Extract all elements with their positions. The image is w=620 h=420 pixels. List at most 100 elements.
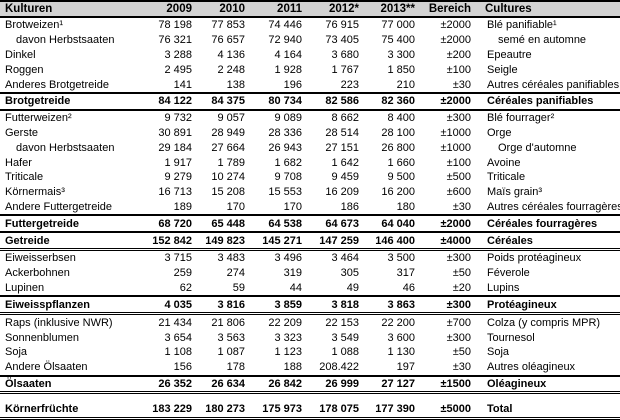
bereich-cell: ±1000: [440, 141, 471, 154]
row-label-fr: Total: [480, 401, 620, 420]
table-row: Lupinen 62 59 44 49 46 ±20 Lupins: [0, 281, 620, 297]
row-label-fr: Autres oléagineux: [487, 361, 576, 374]
column-header-kulturen: Kulturen: [0, 0, 148, 18]
value-cell-2012: 1 767: [331, 63, 359, 76]
value-cell-2009: 29 184: [158, 141, 192, 154]
row-label-de: Andere Futtergetreide: [5, 200, 113, 213]
bereich-cell: ±30: [452, 200, 471, 213]
value-cell-2011: 26 842: [254, 374, 311, 395]
value-cell-2013: 1 130: [387, 346, 415, 359]
value-cell-2011: 9 708: [274, 171, 302, 184]
value-cell-2011: 175 973: [254, 401, 311, 420]
table-row: Anderes Brotgetreide 141 138 196 223 210 ±30 Au…: [0, 77, 620, 93]
table-row: Sonnenblumen 3 654 3 563 3 323 3 549 3 600 ±30…: [0, 330, 620, 345]
value-cell-2011: 4 164: [274, 48, 302, 61]
bereich-cell: ±50: [452, 346, 471, 359]
value-cell-2012: 3 464: [331, 252, 359, 265]
row-label-fr: Autres céréales panifiables: [487, 78, 620, 91]
value-cell-2012: 3 549: [331, 331, 359, 344]
value-cell-2011: 22 209: [268, 316, 302, 329]
bereich-cell: ±30: [452, 78, 471, 91]
value-cell-2012: 305: [340, 267, 359, 280]
value-cell-2009: 16 713: [158, 186, 192, 199]
table-row: Dinkel 3 288 4 136 4 164 3 680 3 300 ±200 Epeau…: [0, 48, 620, 63]
row-label-fr: Oléagineux: [480, 374, 620, 395]
value-cell-2013: 82 360: [368, 91, 424, 111]
value-cell-2010: 3 483: [217, 252, 245, 265]
row-label-de: Gerste: [5, 126, 39, 139]
value-cell-2011: 1 682: [274, 156, 302, 169]
value-cell-2009: 2 495: [164, 63, 192, 76]
column-header-2009: 2009: [148, 0, 201, 18]
value-cell-2009: 62: [179, 282, 192, 295]
value-cell-2011: 196: [283, 78, 302, 91]
row-label-fr: Orge d'automne: [498, 141, 577, 154]
value-cell-2009: 4 035: [148, 295, 201, 316]
table-row: Andere Ölsaaten 156 178 188 208.422 197 ±30 Aut…: [0, 360, 620, 376]
value-cell-2010: 9 057: [217, 112, 245, 125]
value-cell-2010: 15 208: [211, 186, 245, 199]
value-cell-2011: 15 553: [268, 186, 302, 199]
bereich-cell: ±20: [452, 282, 471, 295]
value-cell-2013: 317: [396, 267, 415, 280]
bereich-cell: ±5000: [424, 401, 480, 420]
bereich-cell: ±100: [446, 63, 471, 76]
row-label-de: Dinkel: [5, 48, 36, 61]
row-label-fr: Colza (y compris MPR): [487, 316, 601, 329]
value-cell-2012: 27 151: [325, 141, 359, 154]
value-cell-2013: 75 400: [381, 34, 415, 47]
value-cell-2011: 145 271: [254, 231, 311, 252]
value-cell-2011: 80 734: [254, 91, 311, 111]
value-cell-2011: 44: [289, 282, 302, 295]
value-cell-2012: 64 673: [311, 214, 368, 233]
value-cell-2009: 21 434: [158, 316, 192, 329]
bereich-cell: ±2000: [440, 19, 471, 32]
value-cell-2013: 26 800: [381, 141, 415, 154]
value-cell-2010: 21 806: [211, 316, 245, 329]
value-cell-2009: 26 352: [148, 374, 201, 395]
value-cell-2009: 183 229: [148, 401, 201, 420]
value-cell-2013: 177 390: [368, 401, 424, 420]
row-label-de: Futterweizen²: [5, 112, 72, 125]
table-row: Brotgetreide 84 122 84 375 80 734 82 586 82 3…: [0, 91, 620, 111]
row-label-de: Brotweizen¹: [5, 19, 64, 32]
value-cell-2012: 82 586: [311, 91, 368, 111]
row-label-de: Roggen: [5, 63, 44, 76]
table-row: Andere Futtergetreide 189 170 170 186 180 ±30 A…: [0, 199, 620, 215]
value-cell-2010: 180 273: [201, 401, 254, 420]
value-cell-2013: 210: [396, 78, 415, 91]
value-cell-2010: 10 274: [211, 171, 245, 184]
row-label-de: Soja: [5, 346, 28, 359]
bereich-cell: ±2000: [440, 34, 471, 47]
value-cell-2010: 84 375: [201, 91, 254, 111]
value-cell-2011: 188: [283, 361, 302, 374]
value-cell-2009: 84 122: [148, 91, 201, 111]
value-cell-2012: 73 405: [325, 34, 359, 47]
row-label-de: Eiweisspflanzen: [0, 295, 148, 316]
bereich-cell: ±700: [446, 316, 471, 329]
value-cell-2012: 26 999: [311, 374, 368, 395]
row-label-fr: Blé fourrager²: [487, 112, 555, 125]
row-label-de: Hafer: [5, 156, 32, 169]
value-cell-2010: 26 634: [201, 374, 254, 395]
value-cell-2013: 22 200: [381, 316, 415, 329]
table-row: Eiweisspflanzen 4 035 3 816 3 859 3 818 3 863…: [0, 295, 620, 316]
value-cell-2013: 197: [396, 361, 415, 374]
value-cell-2013: 180: [396, 200, 415, 213]
value-cell-2012: 3 818: [311, 295, 368, 316]
row-label-fr: Céréales fourragères: [480, 214, 620, 233]
value-cell-2010: 1 789: [217, 156, 245, 169]
value-cell-2010: 2 248: [217, 63, 245, 76]
value-cell-2009: 156: [173, 361, 192, 374]
column-header-2010: 2010: [201, 0, 254, 18]
row-label-fr: Triticale: [487, 171, 526, 184]
value-cell-2012: 223: [340, 78, 359, 91]
value-cell-2012: 16 209: [325, 186, 359, 199]
value-cell-2011: 3 859: [254, 295, 311, 316]
value-cell-2013: 16 200: [381, 186, 415, 199]
column-header-bereich: Bereich: [424, 0, 480, 18]
value-cell-2013: 1 850: [387, 63, 415, 76]
value-cell-2010: 149 823: [201, 231, 254, 252]
bereich-cell: ±30: [452, 361, 471, 374]
